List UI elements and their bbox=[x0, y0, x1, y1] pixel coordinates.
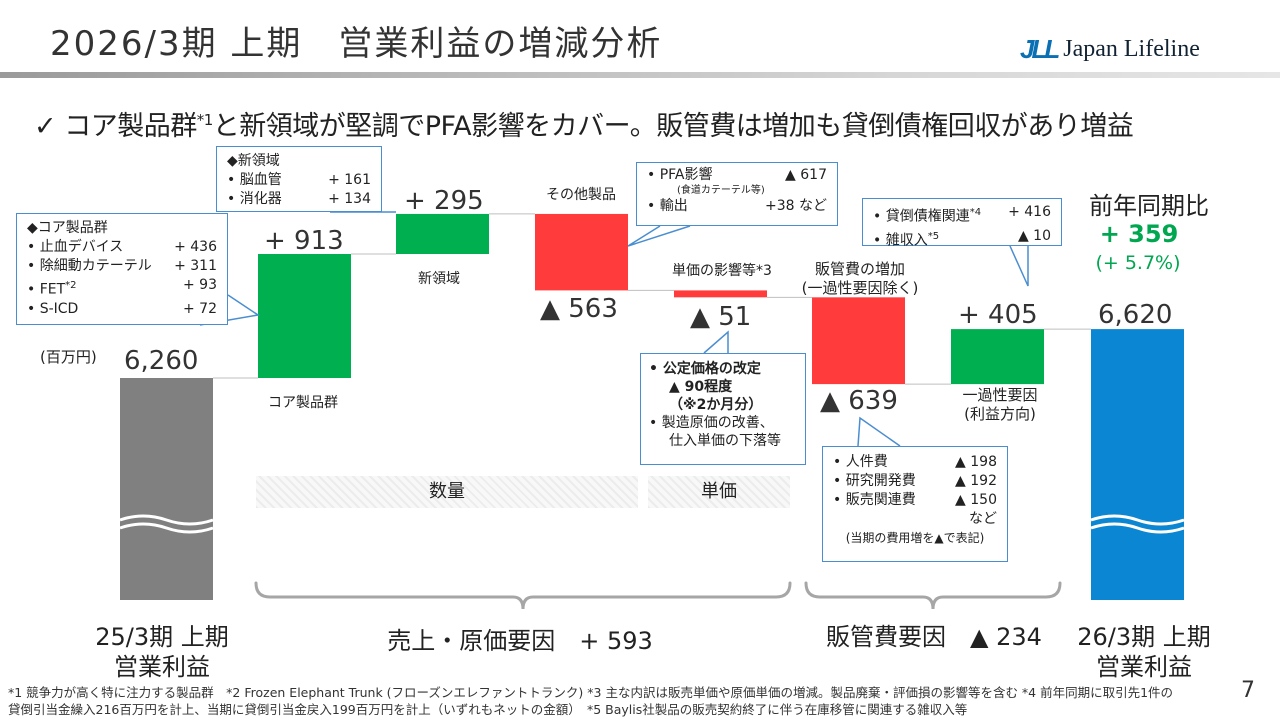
callout-other-row: • 輸出 +38 など bbox=[647, 198, 827, 214]
value-label-other: ▲ 563 bbox=[540, 294, 618, 324]
bar-increase bbox=[951, 329, 1044, 385]
callout-sga-row: • 人件費 ▲ 198 bbox=[833, 454, 997, 470]
section-unit-price: 単価 bbox=[648, 476, 790, 508]
category-label-other: その他製品 bbox=[546, 187, 616, 203]
page-number: 7 bbox=[1241, 678, 1255, 703]
headline-text-1: ✓ コア製品群 bbox=[34, 111, 197, 142]
category-label-sga-line1: 販管費の増加 bbox=[814, 260, 905, 278]
value-label-start: 6,260 bbox=[124, 346, 199, 376]
callout-new-area-head: ◆新領域 bbox=[227, 153, 280, 169]
callout-core-row: • 除細動カテーテル + 311 bbox=[27, 258, 217, 274]
callout-sga-row: • 販売関連費 ▲ 150 bbox=[833, 492, 997, 508]
headline-sup: *1 bbox=[196, 111, 214, 129]
section-sales-cost-total: 売上・原価要因 + 593 bbox=[387, 627, 653, 655]
value-label-price: ▲ 51 bbox=[690, 302, 752, 332]
callout-pointer bbox=[857, 416, 901, 447]
callout-price-item2: • 製造原価の改善、 bbox=[649, 415, 774, 431]
category-label-core: コア製品群 bbox=[268, 395, 338, 411]
bar-increase bbox=[258, 254, 351, 378]
bracket-sga bbox=[804, 581, 1062, 610]
headline-text-2: と新領域が堅調でPFA影響をカバー。販管費は増加も貸倒債権回収があり増益 bbox=[212, 111, 1134, 142]
callout-other-products: • PFA影響 ▲ 617 (食道カテーテル等) • 輸出 +38 など bbox=[636, 162, 838, 226]
bar-decrease bbox=[535, 213, 628, 291]
yoy-title: 前年同期比 bbox=[1089, 192, 1209, 220]
title-underline bbox=[0, 72, 1280, 78]
end-label-line1: 26/3期 上期 bbox=[1077, 623, 1211, 651]
callout-onetime-row: • 雑収入*5 ▲ 10 bbox=[873, 227, 1051, 249]
footnote-line-1: *1 競争力が高く特に注力する製品群 *2 Frozen Elephant Tr… bbox=[8, 685, 1174, 700]
callout-core-products: ◆コア製品群 • 止血デバイス + 436 • 除細動カテーテル + 311 • F… bbox=[16, 213, 228, 325]
bar-start-total bbox=[120, 378, 213, 600]
callout-core-head: ◆コア製品群 bbox=[27, 220, 108, 236]
category-label-sga: 販管費の増加 (一過性要因除く) bbox=[800, 260, 920, 298]
callout-core-row: • 止血デバイス + 436 bbox=[27, 239, 217, 255]
bracket-sales-cost bbox=[254, 581, 792, 610]
value-label-end: 6,620 bbox=[1098, 300, 1173, 330]
callout-new-area-row: • 脳血管 + 161 bbox=[227, 172, 371, 188]
bar-decrease bbox=[674, 290, 767, 298]
category-label-onetime-line2: (利益方向) bbox=[964, 405, 1036, 423]
category-label-sga-line2: (一過性要因除く) bbox=[801, 279, 919, 297]
bar-end-total bbox=[1091, 329, 1184, 600]
page-title: 2026/3期 上期 営業利益の増減分析 bbox=[50, 24, 663, 64]
callout-core-row: • FET*2 + 93 bbox=[27, 277, 217, 298]
callout-other-note: (食道カテーテル等) bbox=[677, 185, 765, 196]
start-label-line1: 25/3期 上期 bbox=[95, 623, 229, 651]
section-volume: 数量 bbox=[256, 476, 638, 508]
callout-pointer bbox=[703, 330, 729, 354]
end-label: 26/3期 上期 営業利益 bbox=[1064, 622, 1224, 682]
callout-new-area-row: • 消化器 + 134 bbox=[227, 191, 371, 207]
callout-price-item1-value: ▲ 90程度 bbox=[669, 379, 733, 395]
callout-pointer bbox=[1009, 245, 1029, 287]
bar-increase bbox=[396, 213, 489, 254]
bar-decrease bbox=[812, 297, 905, 385]
axis-break-mark bbox=[119, 514, 214, 526]
headline: ✓ コア製品群*1と新領域が堅調でPFA影響をカバー。販管費は増加も貸倒債権回収… bbox=[34, 104, 1134, 143]
callout-price-item1: • 公定価格の改定 bbox=[649, 361, 761, 377]
callout-sga-note: (当期の費用増を▲で表記) bbox=[845, 531, 985, 545]
callout-sga-row: • 研究開発費 ▲ 192 bbox=[833, 473, 997, 489]
company-logo: JLL Japan Lifeline bbox=[1020, 34, 1200, 65]
end-label-line2: 営業利益 bbox=[1096, 653, 1192, 681]
category-label-onetime-line1: 一過性要因 bbox=[962, 386, 1038, 404]
value-label-sga: ▲ 639 bbox=[820, 386, 898, 416]
start-label-line2: 営業利益 bbox=[114, 653, 210, 681]
axis-break-mark bbox=[119, 522, 214, 534]
category-label-new-area: 新領域 bbox=[418, 271, 460, 287]
yoy-value: + 359 bbox=[1099, 220, 1179, 248]
callout-pointer bbox=[627, 225, 691, 247]
callout-price-item1-note: （※2か月分） bbox=[669, 397, 763, 413]
callout-core-row: • S-ICD + 72 bbox=[27, 300, 217, 317]
axis-break-mark bbox=[1090, 514, 1185, 526]
callout-price-item2-line2: 仕入単価の下落等 bbox=[669, 433, 781, 449]
footnote-line-2: 貸倒引当金繰入216百万円を計上、当期に貸倒引当金戻入199百万円を計上（いずれ… bbox=[8, 702, 968, 717]
value-label-new-area: + 295 bbox=[404, 186, 484, 216]
section-sga-total: 販管費要因 ▲ 234 bbox=[826, 623, 1042, 651]
logo-text: Japan Lifeline bbox=[1063, 36, 1200, 62]
callout-price: • 公定価格の改定 ▲ 90程度 （※2か月分） • 製造原価の改善、 仕入単価… bbox=[640, 353, 806, 465]
callout-new-area: ◆新領域 • 脳血管 + 161 • 消化器 + 134 bbox=[216, 146, 382, 212]
callout-other-row: • PFA影響 ▲ 617 bbox=[647, 167, 827, 183]
start-label: 25/3期 上期 営業利益 bbox=[82, 622, 242, 682]
callout-sga: • 人件費 ▲ 198 • 研究開発費 ▲ 192 • 販売関連費 ▲ 150 など … bbox=[822, 446, 1008, 562]
yoy-percent: (+ 5.7%) bbox=[1095, 252, 1181, 274]
callout-onetime: • 貸倒債権関連*4 + 416 • 雑収入*5 ▲ 10 bbox=[862, 198, 1062, 248]
category-label-onetime: 一過性要因 (利益方向) bbox=[952, 386, 1048, 424]
category-label-price: 単価の影響等*3 bbox=[672, 263, 772, 279]
axis-break-mark bbox=[1090, 522, 1185, 534]
logo-mark-icon: JLL bbox=[1020, 34, 1060, 64]
callout-onetime-row: • 貸倒債権関連*4 + 416 bbox=[873, 204, 1051, 225]
value-label-core: + 913 bbox=[264, 226, 344, 256]
unit-label: (百万円) bbox=[40, 348, 97, 366]
value-label-onetime: + 405 bbox=[958, 300, 1038, 330]
callout-sga-etc: など bbox=[969, 511, 997, 527]
